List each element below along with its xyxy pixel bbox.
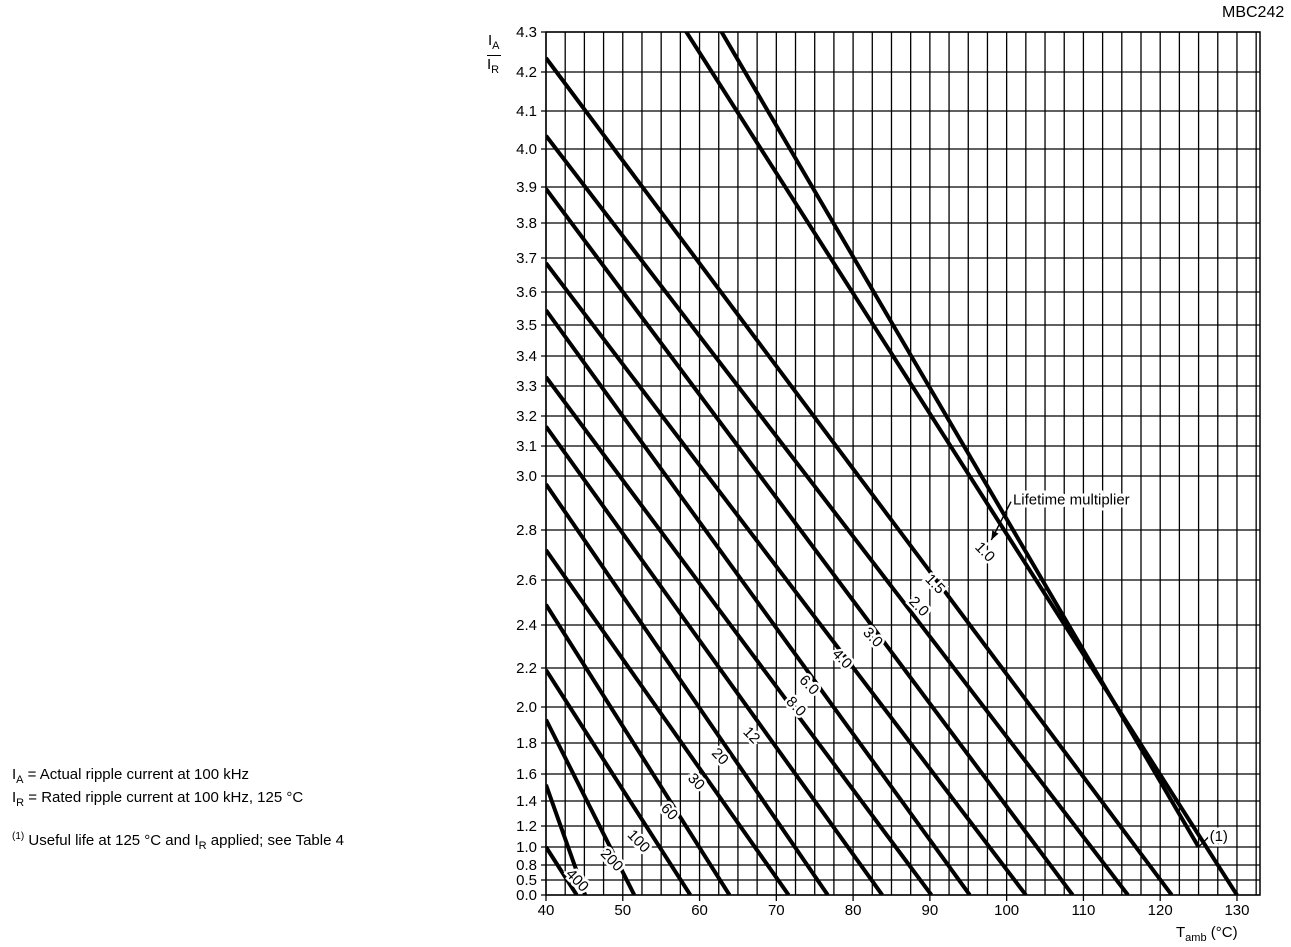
y-tick-label: 2.6 — [516, 572, 537, 589]
note-ir-text: = Rated ripple current at 100 kHz, 125 °… — [24, 789, 304, 806]
y-tick-label: 3.8 — [516, 215, 537, 232]
footnote-marker-label: (1) — [1210, 828, 1228, 845]
y-tick-label: 3.9 — [516, 179, 537, 196]
note-footnote: (1) Useful life at 125 °C and IR applied… — [12, 828, 344, 855]
series-line — [546, 375, 934, 895]
series-line — [546, 56, 1174, 895]
series-line — [546, 718, 637, 895]
y-tick-label: 3.7 — [516, 250, 537, 267]
y-tick-label: 4.1 — [516, 103, 537, 120]
y-axis-label-numerator: IA — [487, 32, 501, 56]
series-label: 6.0 — [796, 672, 823, 699]
series-line — [546, 425, 884, 895]
series-line — [546, 603, 732, 895]
y-tick-label: 4.0 — [516, 141, 537, 158]
y-tick-label: 1.6 — [516, 766, 537, 783]
x-tick-label: 130 — [1224, 902, 1249, 919]
y-tick-label: 2.8 — [516, 522, 537, 539]
y-tick-label: 4.3 — [516, 24, 537, 41]
y-tick-label: 1.4 — [516, 793, 537, 810]
x-tick-label: 70 — [768, 902, 785, 919]
series-line — [546, 187, 1075, 895]
y-axis-label-denominator: IR — [487, 56, 501, 79]
y-tick-label: 4.2 — [516, 64, 537, 81]
y-axis-label: IA IR — [487, 32, 501, 79]
y-tick-label: 0.0 — [516, 887, 537, 904]
y-tick-label: 3.0 — [516, 468, 537, 485]
y-tick-label: 3.4 — [516, 348, 537, 365]
y-tick-label: 1.0 — [516, 839, 537, 856]
x-label-unit: (°C) — [1206, 924, 1238, 941]
note-footnote-mark: (1) — [12, 831, 25, 842]
note-footnote-text-a: Useful life at 125 °C and I — [24, 832, 199, 849]
y-tick-label: 0.5 — [516, 872, 537, 889]
note-ir-sub: R — [16, 797, 25, 809]
note-ia-symbol: I — [12, 766, 17, 783]
y-num-sub: A — [492, 40, 500, 52]
plot-frame — [545, 31, 1261, 896]
y-tick-label: 2.2 — [516, 660, 537, 677]
series-label: 1.0 — [971, 539, 998, 566]
series-line — [546, 482, 830, 895]
x-axis-label: Tamb (°C) — [1176, 924, 1238, 944]
x-tick-label: 90 — [922, 902, 939, 919]
note-ir-symbol: I — [12, 789, 17, 806]
series-line — [683, 32, 1239, 895]
y-den-sub: R — [491, 64, 500, 76]
series-line — [546, 845, 579, 895]
x-tick-label: 120 — [1148, 902, 1173, 919]
y-tick-label: 1.8 — [516, 735, 537, 752]
lifetime-multiplier-label: Lifetime multiplier — [1013, 492, 1130, 509]
x-tick-label: 40 — [538, 902, 555, 919]
y-tick-label: 3.6 — [516, 284, 537, 301]
series-label: 400 — [562, 866, 592, 896]
series-group — [546, 32, 1239, 895]
note-ia: IA = Actual ripple current at 100 kHz — [12, 766, 344, 789]
note-footnote-text-b: applied; see Table 4 — [206, 832, 344, 849]
y-num-symbol: I — [488, 32, 493, 49]
x-tick-label: 100 — [994, 902, 1019, 919]
note-ia-sub: A — [16, 774, 24, 786]
x-tick-label: 110 — [1071, 902, 1095, 919]
y-tick-label: 2.0 — [516, 699, 537, 716]
note-ia-text: = Actual ripple current at 100 kHz — [23, 766, 250, 783]
y-tick-label: 3.2 — [516, 408, 537, 425]
y-tick-label: 3.5 — [516, 317, 537, 334]
note-ir: IR = Rated ripple current at 100 kHz, 12… — [12, 789, 344, 812]
y-tick-label: 3.3 — [516, 378, 537, 395]
y-den-symbol: I — [487, 56, 492, 73]
series-line — [546, 308, 972, 895]
annotation-arrow-head — [991, 530, 999, 540]
series-label: 2.0 — [905, 593, 932, 620]
series-line — [546, 548, 791, 895]
x-tick-label: 50 — [614, 902, 631, 919]
x-label-sub: amb — [1185, 932, 1207, 944]
x-tick-label: 80 — [845, 902, 862, 919]
footnote-marker-leader — [1198, 836, 1210, 848]
series-line — [546, 261, 1028, 895]
legend-notes: IA = Actual ripple current at 100 kHz IR… — [12, 766, 344, 855]
series-line — [546, 784, 588, 895]
y-tick-label: 0.8 — [516, 857, 537, 874]
series-line — [546, 134, 1130, 895]
note-footnote-sub: R — [198, 840, 207, 852]
y-tick-label: 3.1 — [516, 438, 537, 455]
figure-id: MBC242 — [1222, 4, 1285, 21]
series-line — [546, 668, 693, 895]
y-tick-label: 1.2 — [516, 818, 537, 835]
y-tick-label: 2.4 — [516, 617, 537, 634]
x-label-symbol: T — [1176, 924, 1186, 941]
x-tick-label: 60 — [691, 902, 708, 919]
series-label: 3.0 — [859, 624, 886, 651]
